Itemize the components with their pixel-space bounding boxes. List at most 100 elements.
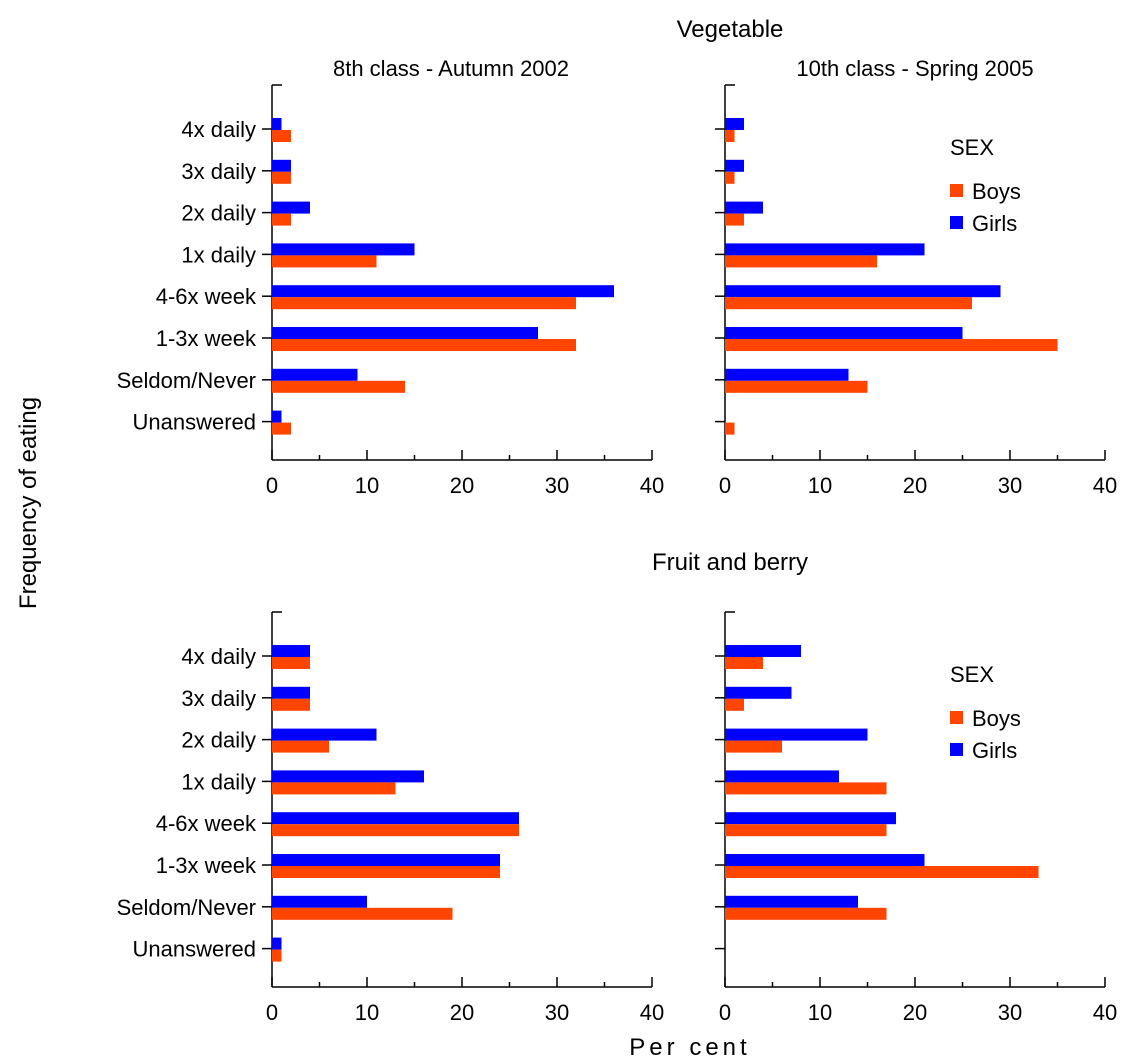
- bar-girls: [725, 895, 858, 908]
- legend-title: SEX: [950, 135, 994, 160]
- bar-boys: [272, 339, 576, 351]
- bar-girls: [272, 368, 358, 381]
- x-tick-label: 10: [355, 1000, 379, 1025]
- bar-girls: [725, 686, 792, 699]
- x-axis-label: Per cent: [629, 1034, 750, 1061]
- bar-boys: [272, 740, 329, 753]
- category-label: 1x daily: [181, 242, 256, 267]
- chart-panel-1: Vegetable 8th class - Autumn 2002 0 10 20 30 4…: [117, 16, 784, 498]
- bar-girls: [272, 243, 415, 256]
- bar-girls: [725, 645, 801, 657]
- bar-girls: [272, 812, 519, 825]
- bar-girls: [725, 770, 839, 783]
- bar-girls: [272, 285, 614, 298]
- x-tick-label: 10: [808, 1000, 832, 1025]
- bar-boys: [725, 824, 887, 837]
- bar-girls: [725, 201, 763, 214]
- group-title: Fruit and berry: [652, 549, 808, 576]
- x-tick-label: 20: [903, 1000, 927, 1025]
- category-label: 1-3x week: [156, 853, 257, 878]
- x-tick-label: 40: [640, 1000, 664, 1025]
- bar-boys: [272, 657, 310, 669]
- legend-swatch-boys: [950, 184, 963, 197]
- x-tick-label: 20: [903, 473, 927, 498]
- legend-title: SEX: [950, 662, 994, 687]
- category-label: 4x daily: [181, 117, 256, 142]
- bar-boys: [272, 422, 291, 435]
- bar-girls: [725, 243, 925, 256]
- bar-girls: [272, 410, 282, 423]
- category-label: 2x daily: [181, 201, 256, 226]
- x-tick-label: 30: [998, 1000, 1022, 1025]
- bar-girls: [725, 812, 896, 825]
- chart-panel-3: Fruit and berry 0 10 20 30 40 4x daily 3x daily…: [117, 549, 808, 1025]
- bar-girls: [272, 895, 367, 908]
- category-label: 4-6x week: [156, 284, 257, 309]
- category-label: 3x daily: [181, 159, 256, 184]
- category-label: 4x daily: [181, 644, 256, 669]
- bar-boys: [725, 907, 887, 920]
- panel-title: 10th class - Spring 2005: [796, 56, 1033, 81]
- bar-girls: [725, 159, 744, 172]
- x-tick-label: 10: [808, 473, 832, 498]
- x-tick-label: 40: [640, 473, 664, 498]
- bar-girls: [272, 201, 310, 214]
- category-label: 3x daily: [181, 686, 256, 711]
- bar-girls: [272, 770, 424, 783]
- x-tick-label: 0: [266, 473, 278, 498]
- chart-panel-4: 0 10 20 30 40 SEX Boys Girls: [715, 611, 1117, 1025]
- bar-boys: [725, 740, 782, 753]
- x-tick-label: 20: [450, 1000, 474, 1025]
- bar-boys: [725, 657, 763, 669]
- bar-boys: [272, 130, 291, 142]
- bar-boys: [272, 824, 519, 837]
- x-tick-label: 30: [545, 473, 569, 498]
- bar-girls: [272, 728, 377, 741]
- category-label: Unanswered: [132, 937, 256, 962]
- category-label: 1-3x week: [156, 326, 257, 351]
- y-axis-label: Frequency of eating: [15, 397, 42, 609]
- legend-label-girls: Girls: [972, 738, 1017, 763]
- bar-boys: [725, 297, 972, 310]
- bar-girls: [725, 728, 868, 741]
- bar-boys: [272, 380, 405, 393]
- bar-boys: [725, 130, 735, 142]
- bar-boys: [725, 213, 744, 226]
- category-label: Seldom/Never: [117, 895, 256, 920]
- category-label: 1x daily: [181, 769, 256, 794]
- legend-label-boys: Boys: [972, 179, 1021, 204]
- category-label: Unanswered: [132, 410, 256, 435]
- x-tick-label: 30: [545, 1000, 569, 1025]
- chart-panel-2: 10th class - Spring 2005 0 10 20 30 40 SEX Boys…: [715, 56, 1117, 498]
- bar-girls: [272, 686, 310, 699]
- x-tick-label: 10: [355, 473, 379, 498]
- category-label: 2x daily: [181, 728, 256, 753]
- x-tick-label: 20: [450, 473, 474, 498]
- group-title: Vegetable: [677, 16, 784, 43]
- bar-girls: [272, 937, 282, 950]
- bar-boys: [272, 698, 310, 711]
- bar-boys: [272, 171, 291, 184]
- bar-boys: [725, 380, 868, 393]
- bar-boys: [725, 422, 735, 435]
- legend-swatch-girls: [950, 216, 963, 229]
- legend-swatch-girls: [950, 743, 963, 756]
- x-tick-label: 40: [1093, 473, 1117, 498]
- category-label: Seldom/Never: [117, 368, 256, 393]
- bar-girls: [725, 854, 925, 866]
- bar-boys: [272, 907, 453, 920]
- bar-boys: [725, 339, 1058, 351]
- legend-label-girls: Girls: [972, 211, 1017, 236]
- bar-girls: [272, 645, 310, 657]
- bar-girls: [725, 285, 1001, 298]
- bar-girls: [272, 159, 291, 172]
- bar-girls: [272, 118, 282, 130]
- bar-boys: [725, 782, 887, 795]
- bar-boys: [725, 171, 735, 184]
- bar-boys: [272, 782, 396, 795]
- x-tick-label: 30: [998, 473, 1022, 498]
- bar-boys: [272, 949, 282, 962]
- legend-swatch-boys: [950, 711, 963, 724]
- bar-girls: [725, 327, 963, 339]
